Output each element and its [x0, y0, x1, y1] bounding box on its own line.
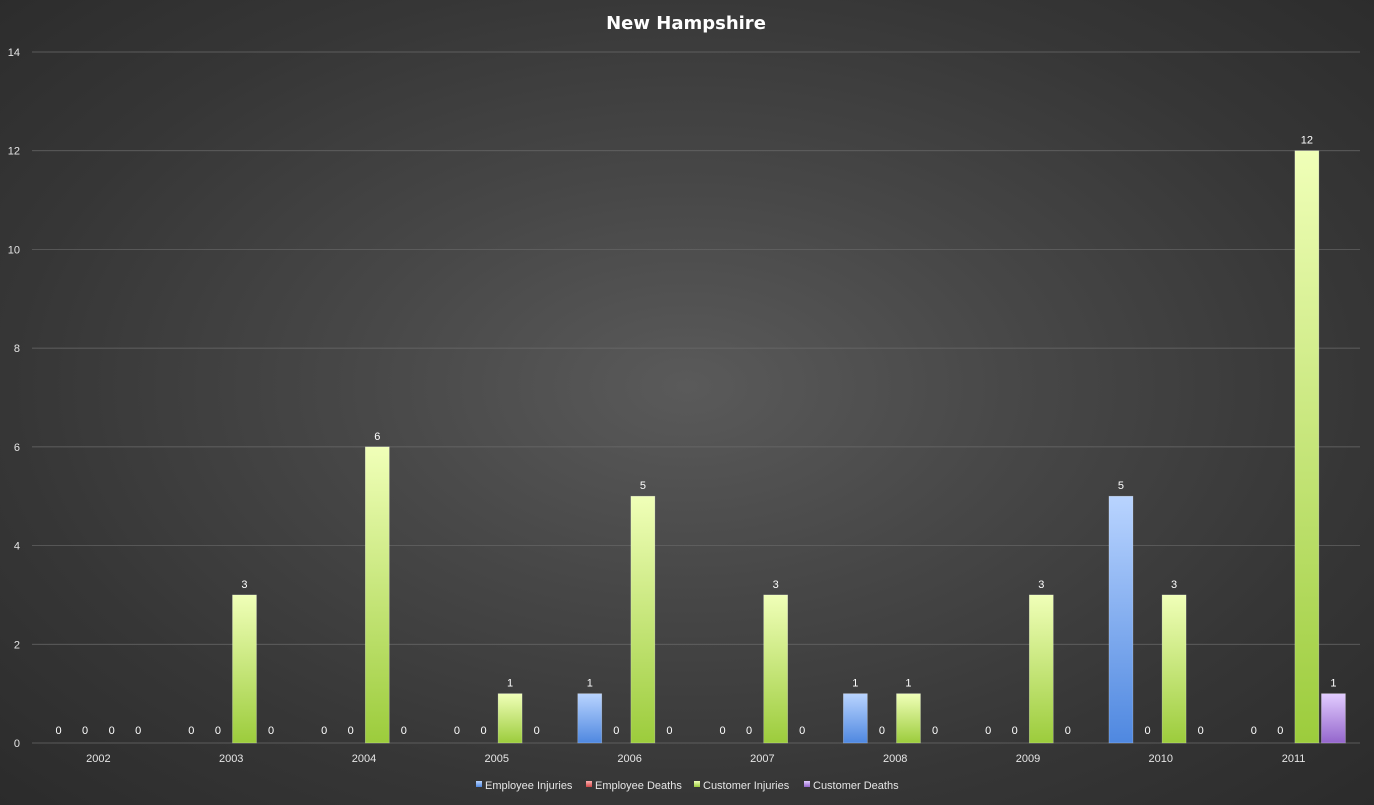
data-label: 0: [82, 725, 88, 737]
bar: [1321, 693, 1346, 744]
data-label: 0: [135, 725, 141, 737]
data-label: 12: [1301, 135, 1313, 147]
x-tick-label: 2003: [219, 753, 243, 765]
bar: [577, 693, 603, 744]
data-label: 1: [905, 678, 911, 690]
data-label: 3: [241, 579, 247, 591]
data-label: 1: [587, 678, 593, 690]
bar: [232, 594, 257, 744]
y-tick-label: 8: [14, 343, 20, 355]
x-tick-label: 2008: [883, 753, 907, 765]
data-label: 0: [1012, 725, 1018, 737]
data-label: 5: [640, 480, 646, 492]
legend-swatch: [476, 781, 482, 787]
bar: [1108, 495, 1134, 744]
x-tick-label: 2009: [1016, 753, 1040, 765]
x-tick-label: 2010: [1149, 753, 1173, 765]
x-tick-label: 2007: [750, 753, 774, 765]
data-label: 0: [215, 725, 221, 737]
chart-title: New Hampshire: [606, 13, 766, 34]
data-label: 3: [1038, 579, 1044, 591]
bar: [1161, 594, 1187, 744]
data-label: 0: [799, 725, 805, 737]
bar: [497, 693, 523, 744]
data-label: 0: [1277, 725, 1283, 737]
y-axis: 0 2 4 6 8 10 12 14: [8, 47, 20, 750]
legend-label: Employee Deaths: [595, 780, 682, 792]
legend-label: Customer Injuries: [703, 780, 790, 792]
data-label: 0: [1251, 725, 1257, 737]
y-tick-label: 6: [14, 442, 20, 454]
x-tick-label: 2002: [86, 753, 110, 765]
data-label: 0: [1065, 725, 1071, 737]
data-label: 0: [666, 725, 672, 737]
data-label: 0: [348, 725, 354, 737]
bar: [364, 446, 390, 744]
data-label: 0: [613, 725, 619, 737]
bars: [232, 150, 1346, 744]
data-label: 0: [188, 725, 194, 737]
data-label: 0: [1144, 725, 1150, 737]
legend-label: Customer Deaths: [813, 780, 899, 792]
data-label: 0: [746, 725, 752, 737]
data-label: 0: [268, 725, 274, 737]
x-tick-label: 2005: [485, 753, 509, 765]
data-label: 0: [55, 725, 61, 737]
data-label: 0: [109, 725, 115, 737]
bar: [843, 693, 868, 744]
legend-swatch: [804, 781, 810, 787]
x-axis: 2002 2003 2004 2005 2006 2007 2008 2009 2010 2011: [86, 753, 1305, 765]
legend-label: Employee Injuries: [485, 780, 573, 792]
data-label: 0: [480, 725, 486, 737]
y-tick-label: 4: [14, 541, 20, 553]
y-tick-label: 0: [14, 738, 20, 750]
legend-swatch: [694, 781, 700, 787]
data-label: 5: [1118, 480, 1124, 492]
bar: [630, 495, 656, 744]
data-label: 1: [507, 678, 513, 690]
data-label: 6: [374, 431, 380, 443]
data-label: 0: [454, 725, 460, 737]
data-label: 1: [1330, 678, 1336, 690]
data-label: 0: [932, 725, 938, 737]
gridlines: [32, 51, 1360, 744]
y-tick-label: 10: [8, 244, 20, 256]
data-label: 0: [1198, 725, 1204, 737]
bar: [896, 693, 921, 744]
y-tick-label: 2: [14, 639, 20, 651]
x-tick-label: 2004: [352, 753, 376, 765]
data-label: 3: [773, 579, 779, 591]
data-label: 0: [879, 725, 885, 737]
x-tick-label: 2011: [1282, 753, 1306, 765]
data-label: 0: [321, 725, 327, 737]
legend: Employee Injuries Employee Deaths Customer…: [476, 780, 899, 792]
data-label: 0: [534, 725, 540, 737]
data-label: 0: [985, 725, 991, 737]
y-tick-label: 12: [8, 146, 20, 158]
x-tick-label: 2006: [617, 753, 641, 765]
data-label: 3: [1171, 579, 1177, 591]
bar: [1028, 594, 1054, 744]
bar: [763, 594, 788, 744]
data-label: 0: [719, 725, 725, 737]
y-tick-label: 14: [8, 47, 20, 59]
data-label: 0: [401, 725, 407, 737]
bar: [1294, 150, 1320, 744]
data-label: 1: [852, 678, 858, 690]
legend-swatch: [586, 781, 592, 787]
